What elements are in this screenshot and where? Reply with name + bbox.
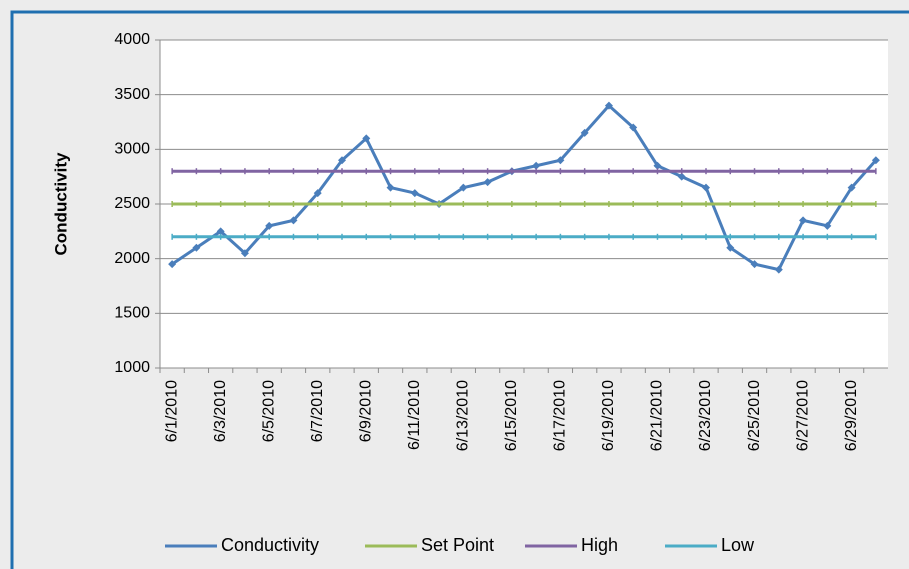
x-tick-label: 6/11/2010	[406, 380, 423, 450]
point-marker	[702, 183, 710, 192]
y-tick-label: 4000	[114, 31, 150, 48]
x-tick-label: 6/13/2010	[455, 380, 472, 451]
point-marker	[459, 183, 468, 192]
point-marker	[338, 156, 346, 165]
y-tick-label: 1000	[114, 359, 150, 376]
legend-label: High	[581, 535, 618, 555]
point-marker	[653, 161, 662, 170]
point-marker	[604, 101, 613, 110]
point-marker	[532, 161, 541, 170]
point-marker	[629, 123, 638, 132]
x-tick-label: 6/15/2010	[503, 380, 520, 451]
x-tick-label: 6/25/2010	[746, 380, 763, 451]
point-marker	[677, 172, 686, 181]
x-tick-label: 6/19/2010	[600, 380, 617, 451]
point-marker	[556, 156, 565, 165]
point-marker	[362, 134, 371, 143]
point-marker	[192, 243, 201, 252]
point-marker	[410, 189, 419, 198]
point-marker	[386, 183, 395, 192]
x-tick-label: 6/21/2010	[649, 380, 666, 451]
legend-label: Conductivity	[221, 535, 319, 555]
y-tick-label: 2500	[114, 195, 150, 212]
y-tick-label: 1500	[114, 305, 150, 322]
x-tick-label: 6/27/2010	[794, 380, 811, 451]
x-tick-label: 6/23/2010	[697, 380, 714, 451]
x-tick-label: 6/1/2010	[163, 380, 180, 442]
y-tick-label: 3000	[114, 141, 150, 158]
y-tick-label: 3500	[114, 86, 150, 103]
legend-label: Set Point	[421, 535, 494, 555]
y-axis-title: Conductivity	[51, 152, 70, 255]
x-tick-label: 6/3/2010	[212, 380, 229, 442]
x-tick-label: 6/7/2010	[309, 380, 326, 442]
point-marker	[483, 178, 492, 187]
frame	[10, 10, 909, 569]
point-marker	[726, 243, 735, 252]
point-marker	[847, 183, 856, 192]
series-line	[171, 103, 877, 272]
point-marker	[799, 216, 808, 225]
point-marker	[240, 249, 249, 258]
point-marker	[871, 156, 880, 165]
x-tick-label: 6/5/2010	[260, 380, 277, 442]
y-tick-label: 2000	[114, 250, 150, 267]
point-marker	[265, 221, 274, 230]
point-marker	[774, 265, 783, 274]
point-marker	[216, 227, 225, 236]
x-tick-label: 6/9/2010	[357, 380, 374, 442]
x-tick-label: 6/29/2010	[843, 380, 860, 451]
point-marker	[823, 221, 832, 230]
point-marker	[313, 189, 322, 198]
point-marker	[580, 128, 589, 137]
point-marker	[289, 216, 298, 225]
point-marker	[168, 260, 177, 269]
point-marker	[750, 260, 759, 269]
legend-label: Low	[721, 535, 755, 555]
x-tick-label: 6/17/2010	[552, 380, 569, 451]
